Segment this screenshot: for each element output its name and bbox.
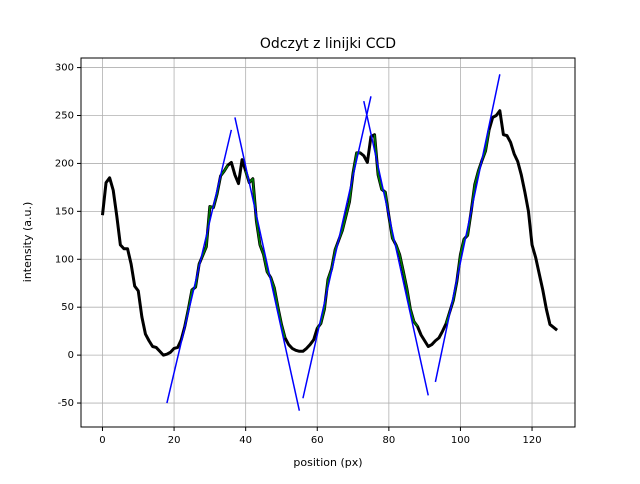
data-line bbox=[363, 100, 429, 396]
axes-frame bbox=[80, 57, 576, 428]
y-tick-label: 100 bbox=[55, 254, 74, 265]
y-tick-label: -50 bbox=[58, 398, 74, 409]
y-tick-label: 300 bbox=[55, 63, 74, 74]
chart-title: Odczyt z linijki CCD bbox=[260, 36, 396, 52]
data-line bbox=[302, 96, 372, 399]
x-axis-label: position (px) bbox=[293, 456, 362, 469]
x-tick-label: 80 bbox=[382, 435, 395, 446]
plot-area bbox=[81, 58, 575, 427]
x-tick-label: 60 bbox=[311, 435, 324, 446]
x-tick-label: 20 bbox=[168, 435, 181, 446]
y-tick-label: 150 bbox=[55, 206, 74, 217]
x-tick-label: 100 bbox=[451, 435, 470, 446]
y-tick-label: 0 bbox=[68, 350, 74, 361]
x-tick-label: 0 bbox=[99, 435, 105, 446]
data-line bbox=[166, 129, 233, 404]
y-tick-label: 50 bbox=[61, 302, 74, 313]
x-tick-label: 120 bbox=[522, 435, 541, 446]
y-tick-label: 250 bbox=[55, 111, 74, 122]
data-line bbox=[234, 117, 301, 411]
data-line bbox=[244, 170, 286, 339]
y-axis-label: intensity (a.u.) bbox=[21, 202, 34, 282]
x-tick-label: 40 bbox=[239, 435, 252, 446]
data-line bbox=[434, 74, 501, 383]
y-tick-label: 200 bbox=[55, 158, 74, 169]
